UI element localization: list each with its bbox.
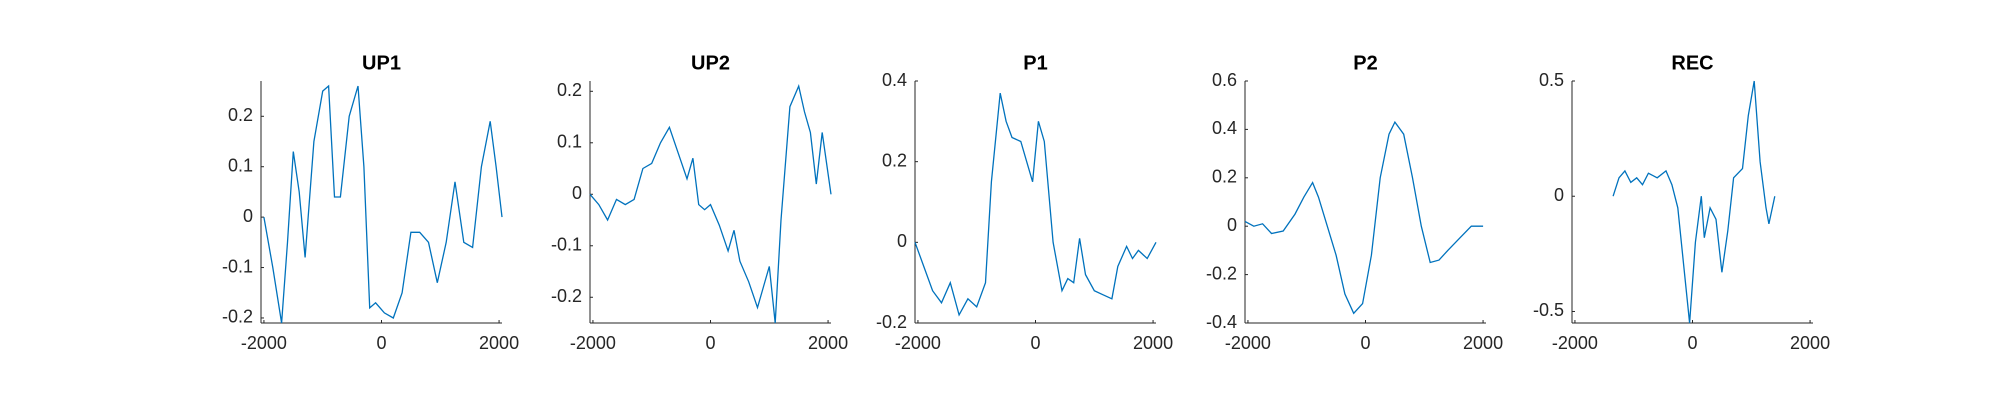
x-tick-label: 0 [1360,333,1370,353]
subplot-title: P2 [1353,52,1377,74]
y-tick-label: 0.6 [1212,70,1237,90]
y-tick-label: -0.4 [1206,312,1237,332]
subplot-title: REC [1671,52,1713,74]
y-tick-label: -0.2 [876,312,907,332]
data-line [914,92,1157,317]
subplot-title: P1 [1023,52,1047,74]
x-tick-label: 0 [705,333,715,353]
y-tick-label: -0.5 [1533,300,1564,320]
x-tick-label: -2000 [1552,333,1598,353]
data-line [589,83,832,324]
data-line [263,84,503,324]
y-tick-label: 0.4 [882,70,907,90]
y-tick-label: -0.1 [551,235,582,255]
x-tick-label: 0 [1687,333,1697,353]
y-tick-label: 0.2 [1212,167,1237,187]
data-line [1244,120,1484,315]
y-tick-label: 0.5 [1539,70,1564,90]
x-tick-label: 2000 [1463,333,1503,353]
y-tick-label: 0 [572,183,582,203]
y-tick-label: 0.4 [1212,118,1237,138]
y-tick-label: -0.2 [551,286,582,306]
subplot-title: UP2 [691,52,730,74]
y-tick-label: 0 [897,231,907,251]
x-tick-label: 2000 [1133,333,1173,353]
x-tick-label: -2000 [570,333,616,353]
y-tick-label: 0 [1554,185,1564,205]
y-tick-label: 0.2 [557,80,582,100]
x-tick-label: 0 [376,333,386,353]
x-tick-label: 2000 [1790,333,1830,353]
x-tick-label: -2000 [241,333,287,353]
y-tick-label: 0.2 [882,150,907,170]
x-tick-label: 2000 [808,333,848,353]
y-tick-label: 0.2 [228,105,253,125]
y-tick-label: -0.2 [222,307,253,327]
subplot-title: UP1 [362,52,401,74]
y-tick-label: 0.1 [228,155,253,175]
y-tick-label: 0.1 [557,132,582,152]
y-tick-label: 0 [243,206,253,226]
x-tick-label: -2000 [1225,333,1271,353]
y-tick-label: 0 [1227,215,1237,235]
x-tick-label: 0 [1030,333,1040,353]
y-tick-label: -0.1 [222,256,253,276]
x-tick-label: 2000 [479,333,519,353]
x-tick-label: -2000 [895,333,941,353]
y-tick-label: -0.2 [1206,263,1237,283]
data-line [1612,80,1776,324]
